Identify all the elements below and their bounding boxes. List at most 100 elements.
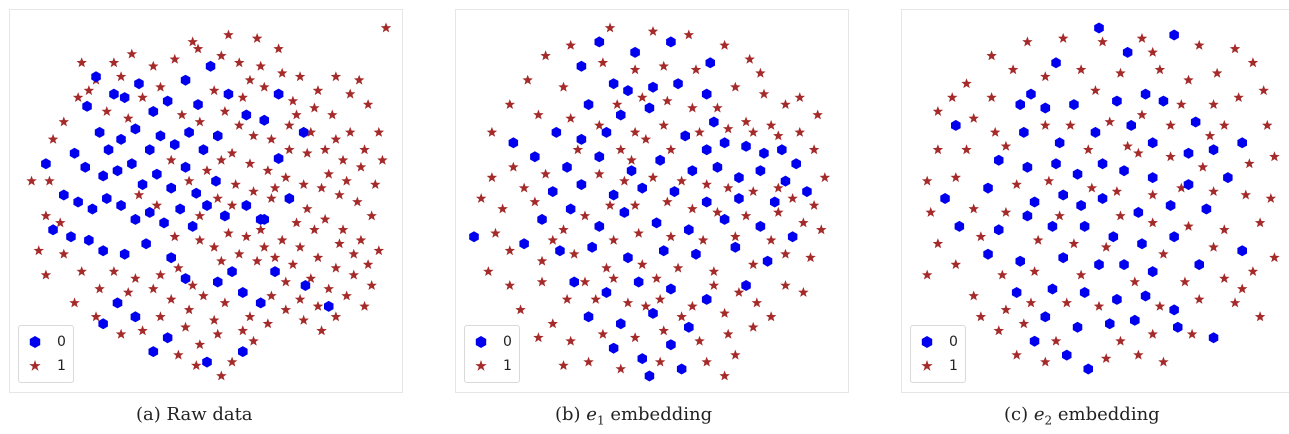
data-point-class-1 xyxy=(1247,266,1259,276)
data-point-class-0 xyxy=(223,88,234,100)
data-point-class-0 xyxy=(1201,203,1212,215)
legend: 0 1 xyxy=(910,325,966,383)
data-point-class-1 xyxy=(1247,57,1259,68)
data-point-class-1 xyxy=(1093,300,1105,311)
data-point-class-1 xyxy=(1147,217,1158,228)
data-point-class-0 xyxy=(130,123,141,135)
data-point-class-0 xyxy=(770,196,780,208)
data-point-class-1 xyxy=(565,113,576,123)
data-point-class-1 xyxy=(183,304,195,315)
data-point-class-0 xyxy=(666,283,676,295)
data-point-class-1 xyxy=(733,287,745,297)
data-point-class-1 xyxy=(672,262,684,273)
data-point-class-1 xyxy=(244,311,256,322)
data-point-class-1 xyxy=(508,161,519,172)
caption-variable: e xyxy=(586,404,597,425)
data-point-class-0 xyxy=(759,147,769,159)
data-point-class-1 xyxy=(362,259,374,270)
data-point-class-0 xyxy=(608,342,619,354)
data-point-class-0 xyxy=(148,106,159,117)
caption-suffix: embedding xyxy=(1052,404,1160,425)
data-point-class-1 xyxy=(226,356,238,367)
data-point-class-1 xyxy=(773,206,784,217)
data-point-class-1 xyxy=(291,109,302,120)
data-point-class-0 xyxy=(98,245,108,257)
data-point-class-1 xyxy=(198,290,209,301)
data-point-class-1 xyxy=(1068,238,1080,249)
data-point-class-1 xyxy=(522,74,533,85)
data-point-class-1 xyxy=(1043,175,1055,186)
data-point-class-0 xyxy=(205,60,216,72)
data-point-class-1 xyxy=(1186,328,1198,339)
data-point-class-0 xyxy=(73,196,83,208)
data-point-class-1 xyxy=(309,102,320,113)
data-point-class-1 xyxy=(216,154,227,165)
star-marker-icon xyxy=(27,358,43,374)
data-point-class-1 xyxy=(183,175,195,186)
data-point-class-0 xyxy=(112,165,123,177)
data-point-class-1 xyxy=(819,172,831,183)
caption-e1-embedding: (b) e1 embedding xyxy=(555,404,712,428)
data-point-class-1 xyxy=(126,48,138,59)
data-point-class-0 xyxy=(940,193,950,204)
data-point-class-0 xyxy=(791,158,801,170)
data-point-class-1 xyxy=(76,266,87,276)
data-point-class-1 xyxy=(1211,67,1223,78)
data-point-class-1 xyxy=(483,266,494,276)
caption-variable: e xyxy=(1033,404,1045,425)
data-point-class-1 xyxy=(583,356,594,367)
data-point-class-0 xyxy=(80,161,90,173)
data-point-class-1 xyxy=(662,196,673,207)
data-point-class-1 xyxy=(355,161,367,172)
data-point-class-1 xyxy=(194,210,206,221)
data-point-class-1 xyxy=(259,241,270,252)
data-point-class-0 xyxy=(284,193,295,204)
data-point-class-1 xyxy=(708,266,720,276)
data-point-class-1 xyxy=(594,168,605,179)
data-point-class-1 xyxy=(794,126,805,137)
data-point-class-1 xyxy=(932,106,944,116)
data-point-class-0 xyxy=(1062,349,1072,361)
data-point-class-0 xyxy=(983,182,993,194)
data-point-class-0 xyxy=(555,245,565,257)
data-point-class-1 xyxy=(55,217,66,228)
legend-label-1: 1 xyxy=(503,358,512,374)
data-point-class-0 xyxy=(1079,287,1090,298)
data-point-class-0 xyxy=(741,140,751,152)
data-point-class-0 xyxy=(1072,321,1083,333)
data-point-class-1 xyxy=(280,276,291,287)
data-point-class-1 xyxy=(808,144,820,155)
data-point-class-0 xyxy=(180,161,191,173)
data-point-class-0 xyxy=(1169,304,1179,316)
data-point-class-0 xyxy=(1054,137,1065,149)
scatter-panel-e2-embedding: 0 1 xyxy=(901,9,1289,393)
data-point-class-1 xyxy=(1011,349,1022,360)
data-point-class-0 xyxy=(213,130,223,142)
data-point-class-0 xyxy=(730,241,741,253)
data-point-class-0 xyxy=(802,186,812,198)
data-point-class-0 xyxy=(669,186,680,198)
data-point-class-0 xyxy=(594,36,605,48)
data-point-class-0 xyxy=(119,248,130,260)
data-point-class-0 xyxy=(684,224,694,236)
data-point-class-1 xyxy=(251,32,263,43)
data-point-class-1 xyxy=(40,210,52,221)
data-point-class-0 xyxy=(84,234,94,246)
data-point-class-0 xyxy=(166,252,176,264)
data-point-class-0 xyxy=(220,210,230,222)
data-point-class-1 xyxy=(1165,119,1176,130)
data-point-class-0 xyxy=(569,276,579,288)
data-point-class-1 xyxy=(558,360,569,370)
data-point-class-1 xyxy=(180,321,191,332)
data-point-class-1 xyxy=(219,106,231,116)
data-point-class-0 xyxy=(1190,116,1201,128)
data-point-class-1 xyxy=(1219,224,1230,235)
data-point-class-1 xyxy=(640,133,652,144)
data-point-class-1 xyxy=(1000,206,1012,217)
data-point-class-1 xyxy=(191,360,202,370)
data-point-class-1 xyxy=(334,238,345,249)
data-point-class-1 xyxy=(665,144,677,155)
data-point-class-0 xyxy=(548,186,558,198)
data-point-class-0 xyxy=(1029,196,1040,208)
data-point-class-0 xyxy=(41,158,51,170)
